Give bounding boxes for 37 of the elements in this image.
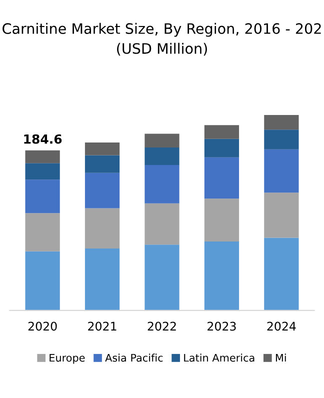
legend-label: Asia Pacific <box>105 354 163 362</box>
bar <box>264 192 299 238</box>
x-tick-label: 2022 <box>148 322 176 331</box>
bar <box>84 155 120 173</box>
legend-label: Latin America <box>184 354 254 362</box>
legend-label: Mi <box>276 354 286 362</box>
bar <box>204 241 240 310</box>
bar <box>144 165 180 204</box>
bar <box>84 142 120 156</box>
bar <box>264 130 299 150</box>
x-tick-label: 2020 <box>28 322 57 331</box>
bar <box>264 149 299 193</box>
bar <box>204 198 240 242</box>
bar <box>204 157 240 199</box>
x-tick-label: 2023 <box>208 322 236 331</box>
bar <box>204 125 240 139</box>
bar <box>264 238 299 310</box>
bar <box>84 248 120 310</box>
bar <box>25 180 60 214</box>
bar <box>25 213 60 252</box>
legend-label: Europe <box>50 354 85 364</box>
x-tick-label: 2024 <box>267 322 296 331</box>
bar <box>144 147 180 166</box>
bar <box>25 163 60 180</box>
chart-title: Carnitine Market Size, By Region, 2016 - 202 <box>2 22 321 37</box>
bar <box>264 114 299 130</box>
bar <box>25 150 60 164</box>
x-tick-label: 2021 <box>88 322 116 331</box>
bar <box>144 203 180 245</box>
bar <box>144 134 180 148</box>
chart-subtitle: (USD Million) <box>117 42 207 56</box>
bar <box>25 251 60 310</box>
bar <box>144 244 180 310</box>
bar <box>204 138 240 158</box>
bar <box>84 172 120 208</box>
bar <box>84 208 120 248</box>
annotation: 184.6 <box>24 134 62 144</box>
